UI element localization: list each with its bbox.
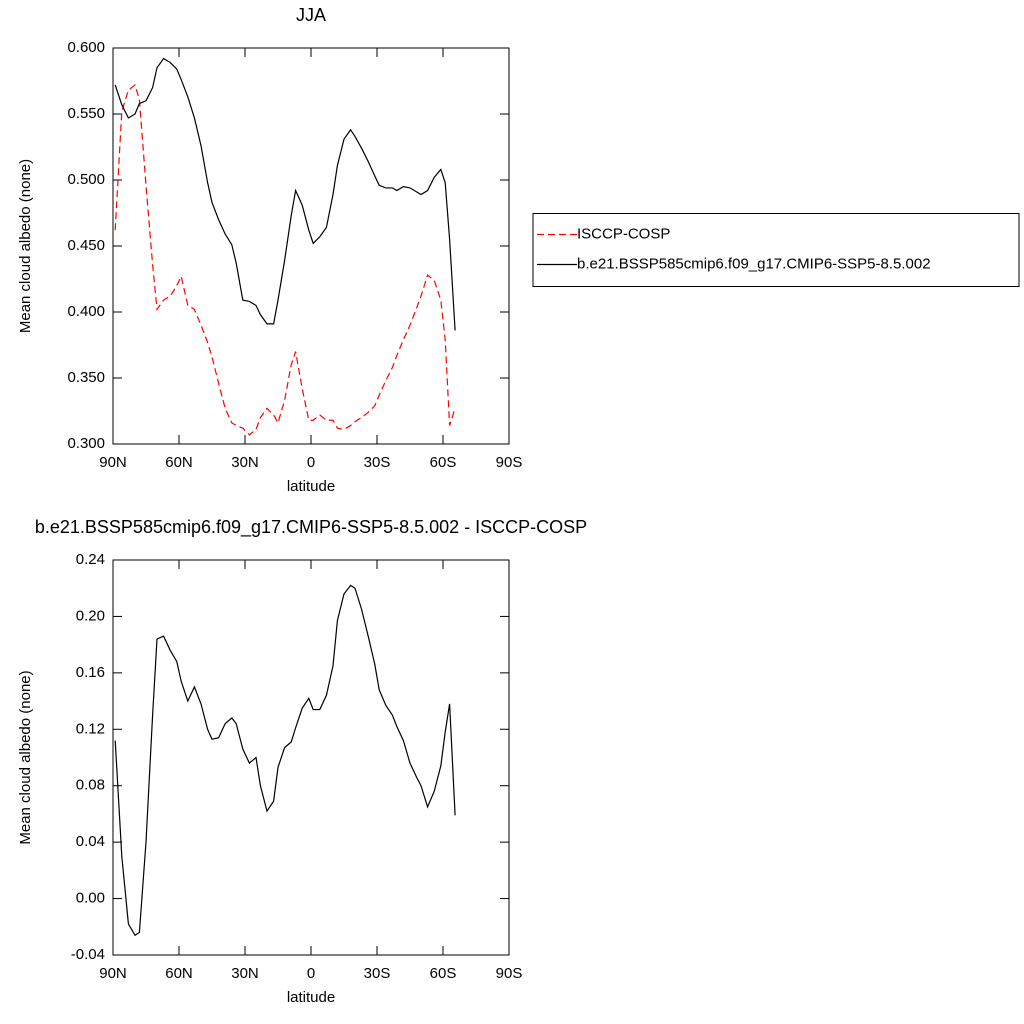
y-tick-label: 0.16: [76, 664, 105, 681]
y-tick-label: 0.20: [76, 607, 105, 624]
data-line: [114, 584, 456, 937]
x-axis-label: latitude: [287, 989, 335, 1006]
y-tick-label: 0.00: [76, 890, 105, 907]
y-tick-label: 0.300: [67, 435, 105, 452]
legend-label: b.e21.BSSP585cmip6.f09_g17.CMIP6-SSP5-8.…: [577, 255, 931, 272]
x-tick-label: 60N: [165, 454, 193, 471]
x-tick-label: 60N: [165, 965, 193, 982]
legend-label: ISCCP-COSP: [577, 225, 670, 242]
x-tick-label: 60S: [430, 965, 457, 982]
x-tick-label: 0: [307, 965, 315, 982]
y-tick-label: 0.550: [67, 105, 105, 122]
x-tick-label: 30N: [231, 965, 259, 982]
x-tick-label: 60S: [430, 454, 457, 471]
y-tick-label: 0.500: [67, 171, 105, 188]
x-tick-label: 30N: [231, 454, 259, 471]
x-tick-label: 0: [307, 454, 315, 471]
x-axis-label: latitude: [287, 478, 335, 495]
chart-title: JJA: [296, 5, 326, 25]
data-line: [114, 57, 456, 331]
data-line: [114, 83, 456, 436]
x-tick-label: 90N: [99, 454, 127, 471]
y-tick-label: 0.24: [76, 551, 105, 568]
y-tick-label: 0.04: [76, 833, 105, 850]
legend-box: [532, 213, 1020, 287]
y-tick-label: -0.04: [71, 946, 105, 963]
y-tick-label: 0.12: [76, 720, 105, 737]
y-tick-label: 0.350: [67, 369, 105, 386]
x-tick-label: 90S: [496, 965, 523, 982]
x-tick-label: 30S: [364, 454, 391, 471]
y-tick-label: 0.400: [67, 303, 105, 320]
y-tick-label: 0.08: [76, 777, 105, 794]
x-tick-label: 30S: [364, 965, 391, 982]
y-axis-label: Mean cloud albedo (none): [17, 670, 34, 844]
y-axis-label: Mean cloud albedo (none): [17, 159, 34, 333]
chart-title: b.e21.BSSP585cmip6.f09_g17.CMIP6-SSP5-8.…: [35, 517, 587, 538]
y-tick-label: 0.600: [67, 39, 105, 56]
x-tick-label: 90N: [99, 965, 127, 982]
y-tick-label: 0.450: [67, 237, 105, 254]
x-tick-label: 90S: [496, 454, 523, 471]
plot-frame: [112, 559, 510, 956]
